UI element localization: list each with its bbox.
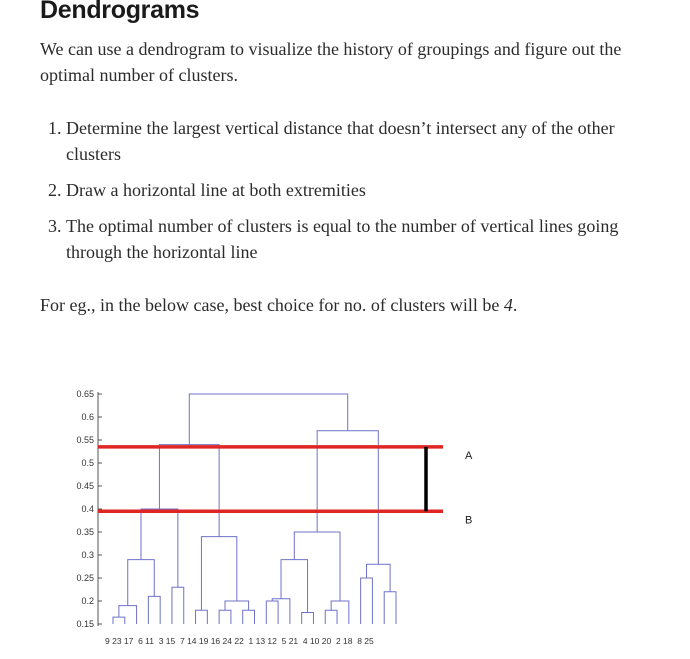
intro-paragraph: We can use a dendrogram to visualize the… bbox=[40, 39, 622, 85]
dendrogram-link bbox=[147, 595, 161, 624]
dendrogram-link bbox=[280, 559, 309, 613]
dendrogram-link bbox=[330, 600, 350, 624]
y-axis: 0.65 0.6 0.55 0.5 0.45 0.4 0.35 0.3 0.25 0.2 0.15 bbox=[76, 389, 102, 629]
y-tick-label: 0.55 bbox=[76, 435, 94, 445]
dendrogram-link bbox=[383, 591, 397, 624]
steps-list: 1. Determine the largest vertical distan… bbox=[40, 115, 640, 275]
dendrogram-link bbox=[301, 612, 314, 624]
cut-label-b: B bbox=[465, 514, 472, 526]
dendrogram-link bbox=[224, 600, 250, 611]
example-suffix: . bbox=[512, 295, 518, 315]
example-prefix: For eg., in the below case, best choice … bbox=[40, 295, 504, 315]
step-text: Determine the largest vertical distance … bbox=[66, 118, 615, 164]
y-tick-label: 0.35 bbox=[76, 527, 94, 537]
y-tick-label: 0.65 bbox=[76, 389, 94, 399]
y-tick-label: 0.45 bbox=[76, 481, 94, 491]
y-tick-label: 0.15 bbox=[76, 619, 94, 629]
step-item: 1. Determine the largest vertical distan… bbox=[40, 115, 640, 167]
dendrogram-link bbox=[366, 563, 391, 592]
dendrogram-link bbox=[218, 609, 232, 624]
dendrogram-link bbox=[200, 536, 238, 611]
dendrogram-link bbox=[127, 559, 155, 606]
y-tick-label: 0.6 bbox=[81, 412, 94, 422]
dendrogram-link bbox=[324, 609, 338, 624]
y-tick-label: 0.3 bbox=[81, 550, 94, 560]
dendrogram-link bbox=[316, 430, 379, 565]
dendrogram-link bbox=[265, 600, 279, 624]
dendrogram-link bbox=[140, 508, 179, 588]
step-item: 2. Draw a horizontal line at both extrem… bbox=[40, 177, 640, 203]
step-item: 3. The optimal number of clusters is equ… bbox=[40, 213, 640, 265]
dendrogram-link bbox=[112, 616, 126, 624]
dendrogram-link bbox=[118, 605, 138, 624]
step-number: 3. bbox=[48, 216, 62, 236]
y-tick-label: 0.25 bbox=[76, 573, 94, 583]
dendrogram-link bbox=[242, 609, 255, 624]
y-tick-label: 0.2 bbox=[81, 596, 94, 606]
example-value: 4 bbox=[503, 295, 513, 315]
step-text: Draw a horizontal line at both extremiti… bbox=[66, 180, 366, 200]
leaf-labels: 9 23 17 6 11 3 15 7 14 19 16 24 22 1 13 … bbox=[105, 636, 374, 646]
dendrogram-link bbox=[171, 586, 185, 624]
dendrogram-link bbox=[360, 577, 373, 624]
cut-label-a: A bbox=[465, 450, 473, 462]
step-number: 1. bbox=[48, 118, 62, 138]
cut-lines: AB bbox=[98, 445, 473, 526]
step-number: 2. bbox=[48, 180, 62, 200]
dendrogram-link bbox=[195, 609, 208, 624]
dendrogram-link bbox=[293, 531, 341, 601]
dendrogram-link bbox=[271, 598, 291, 624]
y-tick-label: 0.4 bbox=[81, 504, 94, 514]
example-sentence: For eg., in the below case, best choice … bbox=[40, 292, 517, 318]
step-text: The optimal number of clusters is equal … bbox=[66, 216, 619, 262]
dendrogram-tree bbox=[112, 393, 397, 624]
y-tick-label: 0.5 bbox=[81, 458, 94, 468]
dendrogram-chart: 0.650.60.550.50.450.40.350.30.250.20.15 … bbox=[76, 389, 473, 646]
dendrogram-link bbox=[188, 393, 349, 445]
section-heading: Dendrograms bbox=[40, 0, 200, 24]
dendrogram-link bbox=[158, 444, 220, 537]
